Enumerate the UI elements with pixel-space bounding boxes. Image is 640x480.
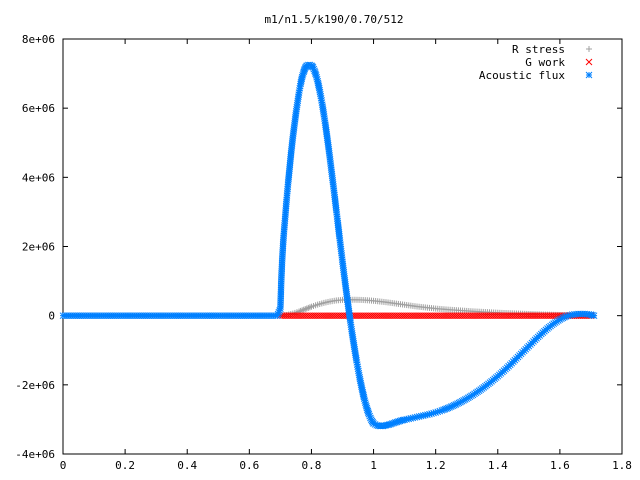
legend-marker — [585, 58, 593, 66]
series-g-work — [277, 312, 595, 320]
legend-marker — [586, 46, 592, 52]
legend-marker — [585, 71, 593, 79]
x-tick-label: 0.4 — [177, 459, 197, 472]
x-tick-label: 0.6 — [239, 459, 259, 472]
x-tick-label: 0 — [60, 459, 67, 472]
series-acoustic-flux — [59, 61, 598, 430]
y-tick-label: -2e+06 — [15, 379, 55, 392]
x-tick-label: 0.8 — [302, 459, 322, 472]
data-point — [590, 312, 598, 320]
axes: 0 0.2 0.4 0.6 0.8 1 1.2 1.4 1.6 1.8 -4e+06 -2e+06 0 2… — [15, 33, 632, 472]
x-tick-label: 1.2 — [426, 459, 446, 472]
y-tick-label: 2e+06 — [22, 241, 55, 254]
x-tick-label: 1 — [370, 459, 377, 472]
chart-title: m1/n1.5/k190/0.70/512 — [264, 13, 403, 26]
y-tick-label: 4e+06 — [22, 171, 55, 184]
x-tick-label: 1.8 — [612, 459, 632, 472]
legend-label: Acoustic flux — [479, 69, 565, 82]
y-tick-label: 8e+06 — [22, 33, 55, 46]
series-layer — [59, 61, 598, 430]
x-tick-label: 0.2 — [115, 459, 135, 472]
y-tick-label: -4e+06 — [15, 448, 55, 461]
x-tick-label: 1.4 — [488, 459, 508, 472]
legend-label: R stress — [512, 43, 565, 56]
legend-label: G work — [525, 56, 565, 69]
y-tick-label: 0 — [48, 310, 55, 323]
x-tick-label: 1.6 — [550, 459, 570, 472]
y-tick-label: 6e+06 — [22, 102, 55, 115]
